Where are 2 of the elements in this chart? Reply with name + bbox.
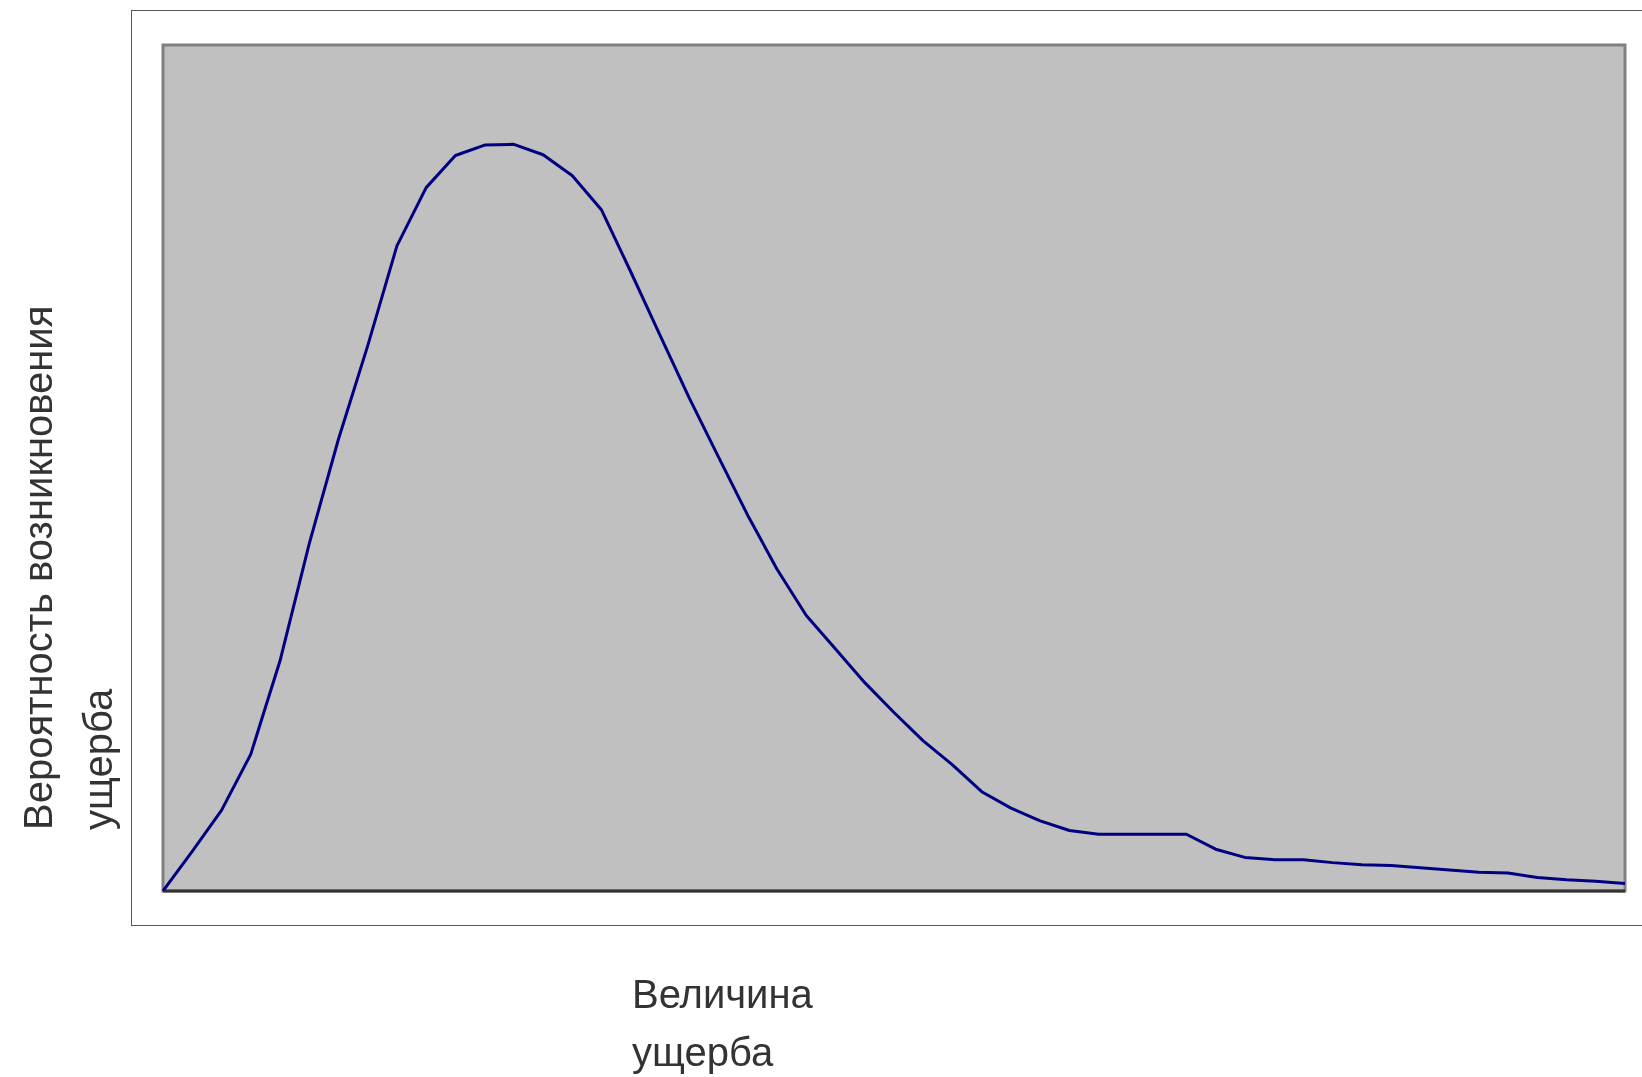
y-axis-title: Вероятность возникновения ущерба [15, 304, 120, 830]
x-axis-title: Величина ущерба [632, 971, 814, 1076]
